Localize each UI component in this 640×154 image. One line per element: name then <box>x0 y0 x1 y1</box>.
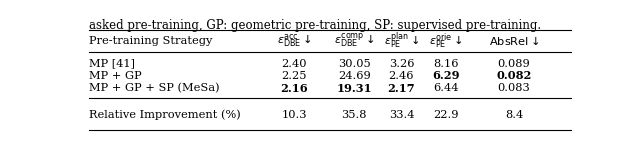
Text: $\varepsilon^{\mathrm{acc}}_{\mathrm{DBE}}\downarrow$: $\varepsilon^{\mathrm{acc}}_{\mathrm{DBE… <box>277 33 312 49</box>
Text: 22.9: 22.9 <box>433 110 459 120</box>
Text: 0.082: 0.082 <box>496 71 532 81</box>
Text: 2.25: 2.25 <box>282 71 307 81</box>
Text: 8.16: 8.16 <box>433 59 459 69</box>
Text: Pre-training Strategy: Pre-training Strategy <box>89 36 212 46</box>
Text: MP + GP: MP + GP <box>89 71 141 81</box>
Text: 6.29: 6.29 <box>432 71 460 81</box>
Text: MP + GP + SP (MeSa): MP + GP + SP (MeSa) <box>89 83 220 94</box>
Text: 24.69: 24.69 <box>338 71 371 81</box>
Text: Relative Improvement (%): Relative Improvement (%) <box>89 110 241 120</box>
Text: 19.31: 19.31 <box>337 83 372 94</box>
Text: $\mathrm{AbsRel}\downarrow$: $\mathrm{AbsRel}\downarrow$ <box>489 35 540 47</box>
Text: 3.26: 3.26 <box>388 59 414 69</box>
Text: 33.4: 33.4 <box>388 110 414 120</box>
Text: 2.17: 2.17 <box>388 83 415 94</box>
Text: $\varepsilon^{\mathrm{comp}}_{\mathrm{DBE}}\downarrow$: $\varepsilon^{\mathrm{comp}}_{\mathrm{DB… <box>334 32 374 50</box>
Text: 0.083: 0.083 <box>498 83 531 93</box>
Text: asked pre-training, GP: geometric pre-training, SP: supervised pre-training.: asked pre-training, GP: geometric pre-tr… <box>89 18 541 32</box>
Text: 35.8: 35.8 <box>342 110 367 120</box>
Text: 30.05: 30.05 <box>338 59 371 69</box>
Text: $\varepsilon^{\mathrm{plan}}_{\mathrm{PE}}\downarrow$: $\varepsilon^{\mathrm{plan}}_{\mathrm{PE… <box>383 31 419 51</box>
Text: 2.46: 2.46 <box>388 71 414 81</box>
Text: 2.16: 2.16 <box>280 83 308 94</box>
Text: 2.40: 2.40 <box>282 59 307 69</box>
Text: 6.44: 6.44 <box>433 83 459 93</box>
Text: 10.3: 10.3 <box>282 110 307 120</box>
Text: 0.089: 0.089 <box>498 59 531 69</box>
Text: $\varepsilon^{\mathrm{orie}}_{\mathrm{PE}}\downarrow$: $\varepsilon^{\mathrm{orie}}_{\mathrm{PE… <box>429 31 463 51</box>
Text: 8.4: 8.4 <box>505 110 523 120</box>
Text: MP [41]: MP [41] <box>89 59 135 69</box>
